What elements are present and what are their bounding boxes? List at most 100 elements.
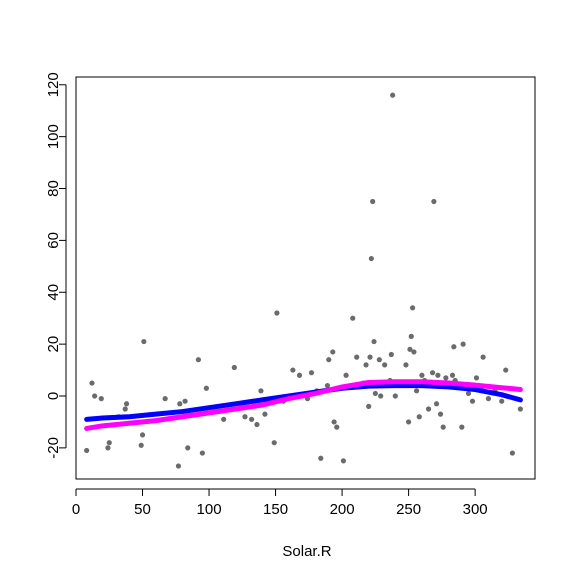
data-point xyxy=(89,380,95,386)
data-point xyxy=(199,450,205,456)
curves-layer xyxy=(84,379,523,431)
data-point xyxy=(326,357,332,363)
data-point xyxy=(503,367,509,373)
data-point xyxy=(195,357,201,363)
data-point xyxy=(425,406,432,412)
x-tick-label: 200 xyxy=(330,501,355,518)
data-point xyxy=(274,310,280,316)
data-point xyxy=(106,440,112,446)
y-tick-label: 40 xyxy=(45,284,62,301)
data-point xyxy=(98,396,104,402)
data-point xyxy=(459,424,465,430)
data-point xyxy=(413,388,420,394)
data-point xyxy=(416,414,422,420)
data-point xyxy=(465,390,472,397)
data-point xyxy=(390,92,396,98)
data-point xyxy=(334,424,340,430)
data-point xyxy=(419,372,425,378)
y-tick-label: 100 xyxy=(45,124,62,149)
data-point xyxy=(449,372,456,378)
data-point xyxy=(258,388,264,394)
data-point xyxy=(382,362,388,368)
data-point xyxy=(433,401,440,407)
data-point xyxy=(435,372,441,378)
data-point xyxy=(162,396,168,402)
data-point xyxy=(460,341,466,347)
smooth-curve-2 xyxy=(84,379,523,431)
data-point xyxy=(290,367,296,373)
data-point xyxy=(407,346,413,352)
data-point xyxy=(431,198,437,205)
data-point xyxy=(262,411,268,417)
data-point xyxy=(388,351,394,358)
data-point xyxy=(378,393,384,399)
data-point xyxy=(324,383,331,389)
data-point xyxy=(84,447,90,454)
data-point xyxy=(123,401,130,407)
data-point xyxy=(406,419,412,425)
data-point xyxy=(182,398,188,404)
data-point xyxy=(254,421,260,428)
data-point xyxy=(411,349,417,355)
data-point xyxy=(249,416,255,422)
data-point xyxy=(371,338,377,345)
data-point xyxy=(92,393,98,399)
data-point xyxy=(429,370,436,376)
data-point xyxy=(122,406,128,412)
x-tick-label: 100 xyxy=(197,501,222,518)
y-tick-label: 80 xyxy=(45,180,62,197)
plot-box xyxy=(75,76,536,480)
data-point xyxy=(271,440,277,446)
data-point xyxy=(340,458,347,464)
data-point xyxy=(408,333,414,339)
data-point xyxy=(138,442,144,448)
data-point xyxy=(318,455,324,461)
data-point xyxy=(343,372,349,378)
data-point xyxy=(231,364,237,371)
y-tick-label: -20 xyxy=(45,437,62,459)
data-point xyxy=(370,198,376,205)
data-point xyxy=(485,396,492,402)
data-point xyxy=(403,362,409,368)
data-point xyxy=(363,362,369,368)
data-point xyxy=(440,424,446,430)
y-tick-label: 20 xyxy=(45,336,62,353)
data-point xyxy=(473,375,480,381)
y-axis: -20 0 20 40 60 80 100 120 xyxy=(45,72,67,459)
x-tick-label: 250 xyxy=(396,501,421,518)
data-point xyxy=(330,349,336,355)
x-tick-label: 300 xyxy=(463,501,488,518)
data-point xyxy=(367,354,373,360)
x-tick-label: 150 xyxy=(263,501,288,518)
y-tick-label: 0 xyxy=(45,392,62,400)
data-point xyxy=(350,315,356,321)
data-point xyxy=(410,305,416,311)
data-point xyxy=(517,406,523,412)
data-point xyxy=(105,445,111,451)
data-point xyxy=(331,419,337,425)
data-point xyxy=(175,463,182,469)
data-point xyxy=(141,338,147,345)
data-point xyxy=(203,385,209,391)
data-point xyxy=(443,375,449,381)
data-point xyxy=(368,255,374,262)
data-point xyxy=(392,393,398,399)
data-point xyxy=(499,398,505,404)
x-tick-label: 50 xyxy=(134,501,151,518)
data-point xyxy=(509,450,515,456)
data-point xyxy=(242,414,248,420)
x-axis-title: Solar.R xyxy=(282,543,331,560)
data-point xyxy=(469,398,476,404)
data-point xyxy=(372,390,378,397)
x-axis: 0 50 100 150 200 250 300 xyxy=(72,488,488,518)
data-point xyxy=(451,344,457,350)
y-tick-label: 120 xyxy=(45,72,62,97)
data-point xyxy=(354,354,360,360)
data-point xyxy=(308,370,315,376)
data-point xyxy=(296,372,303,378)
data-point xyxy=(221,416,227,422)
data-point xyxy=(139,432,146,438)
data-point xyxy=(376,357,382,363)
